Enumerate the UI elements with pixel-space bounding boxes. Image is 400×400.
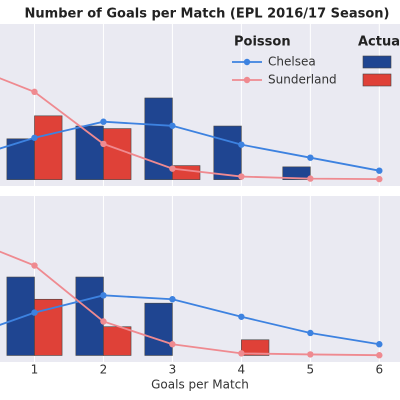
line-marker (100, 140, 107, 148)
bar (75, 125, 104, 180)
x-tick-label: 4 (238, 363, 246, 377)
legend-title: Actua (358, 35, 400, 50)
line-marker (169, 341, 176, 348)
bar (103, 326, 132, 356)
line-marker (238, 173, 245, 180)
line-marker (238, 350, 245, 357)
bar (282, 166, 311, 180)
line-marker (307, 351, 314, 358)
line-marker (169, 296, 176, 303)
line-marker (376, 352, 383, 359)
x-tick-label: 1 (31, 363, 39, 377)
bar (103, 128, 132, 180)
line-marker (238, 313, 245, 320)
line-marker (376, 175, 383, 183)
x-tick-label: 6 (375, 363, 383, 377)
line-marker (100, 318, 107, 325)
legend-label: Sunderland (268, 73, 337, 87)
panel (0, 24, 400, 186)
bar (34, 115, 63, 180)
chart-title: Number of Goals per Match (EPL 2016/17 S… (25, 7, 390, 22)
x-tick-label: 5 (307, 363, 315, 377)
legend-marker (243, 58, 251, 66)
line-marker (169, 122, 176, 129)
legend-title: Poisson (234, 35, 291, 50)
line-marker (238, 141, 245, 148)
bar (144, 302, 173, 356)
plot-background (0, 24, 400, 186)
line-marker (307, 154, 314, 161)
bar (6, 276, 35, 356)
line-marker (31, 134, 38, 141)
line-marker (100, 292, 107, 299)
line-marker (307, 329, 314, 337)
line-marker (169, 165, 176, 172)
x-axis-label: Goals per Match (151, 378, 249, 392)
legend-label: Chelsea (268, 55, 316, 69)
bar (75, 276, 104, 356)
line-marker (307, 175, 314, 182)
legend-swatch (362, 73, 392, 87)
bar (241, 339, 270, 356)
legend-marker (243, 76, 251, 84)
line-marker (31, 309, 38, 316)
x-tick-label: 2 (100, 363, 108, 377)
plot-background (0, 196, 400, 362)
line-marker (376, 341, 383, 348)
bar (213, 125, 242, 180)
line-marker (376, 167, 383, 174)
line-marker (100, 118, 107, 125)
panel (0, 196, 400, 362)
legend-swatch (362, 55, 392, 69)
bar (34, 298, 63, 356)
line-marker (31, 262, 38, 269)
legend: Poisson Actua Chelsea Sunderland (232, 35, 400, 87)
x-tick-label: 3 (169, 363, 177, 377)
bar (144, 97, 173, 180)
bar (172, 165, 201, 180)
line-marker (31, 88, 38, 96)
